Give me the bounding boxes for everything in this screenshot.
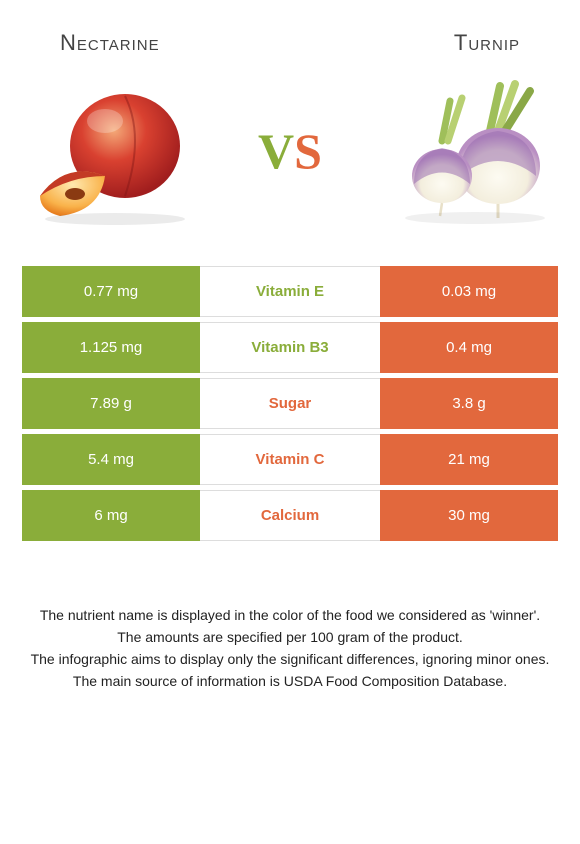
value-right: 0.03 mg (380, 266, 558, 317)
comparison-table: 0.77 mgVitamin E0.03 mg1.125 mgVitamin B… (22, 266, 558, 541)
value-right: 30 mg (380, 490, 558, 541)
footnotes: The nutrient name is displayed in the co… (0, 606, 580, 691)
vs-letter-s: S (294, 123, 322, 179)
nectarine-image (25, 76, 200, 226)
nutrient-label: Vitamin C (200, 434, 380, 485)
value-left: 6 mg (22, 490, 200, 541)
nutrient-label: Sugar (200, 378, 380, 429)
table-row: 1.125 mgVitamin B30.4 mg (22, 322, 558, 373)
value-left: 1.125 mg (22, 322, 200, 373)
vs-label: VS (258, 122, 322, 180)
value-left: 5.4 mg (22, 434, 200, 485)
footnote-line: The amounts are specified per 100 gram o… (25, 628, 555, 647)
nutrient-label: Vitamin B3 (200, 322, 380, 373)
footnote-line: The infographic aims to display only the… (25, 650, 555, 669)
food-title-left: Nectarine (60, 30, 160, 56)
nutrient-label: Vitamin E (200, 266, 380, 317)
table-row: 6 mgCalcium30 mg (22, 490, 558, 541)
footnote-line: The nutrient name is displayed in the co… (25, 606, 555, 625)
food-title-right: Turnip (454, 30, 520, 56)
value-right: 3.8 g (380, 378, 558, 429)
table-row: 5.4 mgVitamin C21 mg (22, 434, 558, 485)
nutrient-label: Calcium (200, 490, 380, 541)
value-left: 7.89 g (22, 378, 200, 429)
footnote-line: The main source of information is USDA F… (25, 672, 555, 691)
value-right: 21 mg (380, 434, 558, 485)
vs-letter-v: V (258, 123, 294, 179)
table-row: 7.89 gSugar3.8 g (22, 378, 558, 429)
table-row: 0.77 mgVitamin E0.03 mg (22, 266, 558, 317)
value-right: 0.4 mg (380, 322, 558, 373)
turnip-image (380, 76, 555, 226)
value-left: 0.77 mg (22, 266, 200, 317)
